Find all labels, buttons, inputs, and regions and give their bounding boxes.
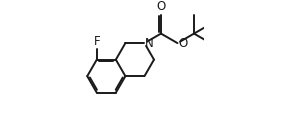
Text: O: O: [156, 0, 166, 13]
Text: O: O: [178, 37, 187, 50]
Text: N: N: [145, 37, 154, 50]
Text: F: F: [93, 35, 100, 48]
